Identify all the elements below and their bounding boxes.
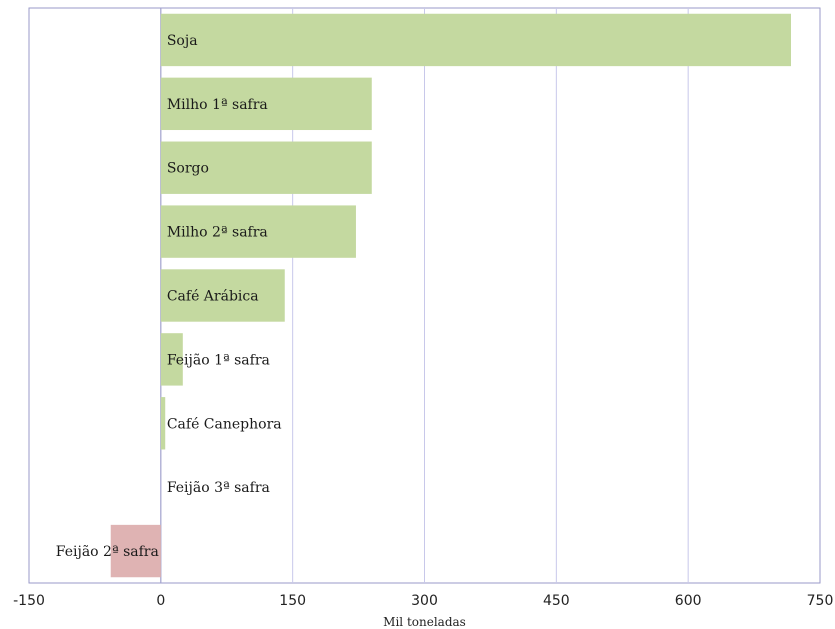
bar-label: Café Canephora (167, 416, 282, 432)
bar-labels: Soja Milho 1ª safra Sorgo Milho 2ª safra Caf… (56, 33, 282, 560)
bar-label: Milho 2ª safra (167, 225, 268, 241)
bar-label: Feijão 2ª safra (56, 544, 159, 560)
x-tick-label: -150 (13, 593, 45, 609)
bar-label: Sorgo (167, 161, 209, 177)
bar (160, 141, 372, 194)
x-tick-label: 300 (411, 593, 438, 609)
x-tick-label: 150 (279, 593, 306, 609)
bar (160, 77, 372, 131)
bar (160, 333, 183, 386)
bar-label: Feijão 3ª safra (167, 480, 270, 496)
x-tick-label: 600 (675, 593, 702, 609)
x-axis-title: Mil toneladas (383, 615, 466, 629)
bar (110, 524, 161, 578)
x-tick-label: 450 (543, 593, 570, 609)
x-axis-ticks: -150 0 150 300 450 600 750 (13, 593, 833, 609)
x-tick-label: 750 (807, 593, 834, 609)
bar-label: Feijão 1ª safra (167, 352, 270, 368)
bar (160, 269, 285, 322)
bar-label: Café Arábica (167, 289, 259, 305)
bar (160, 397, 166, 450)
bar (160, 13, 791, 67)
bar-label: Soja (167, 33, 198, 49)
bar-label: Milho 1ª safra (167, 97, 268, 113)
bars (110, 13, 791, 578)
x-tick-label: 0 (156, 593, 165, 609)
bar (160, 205, 356, 258)
